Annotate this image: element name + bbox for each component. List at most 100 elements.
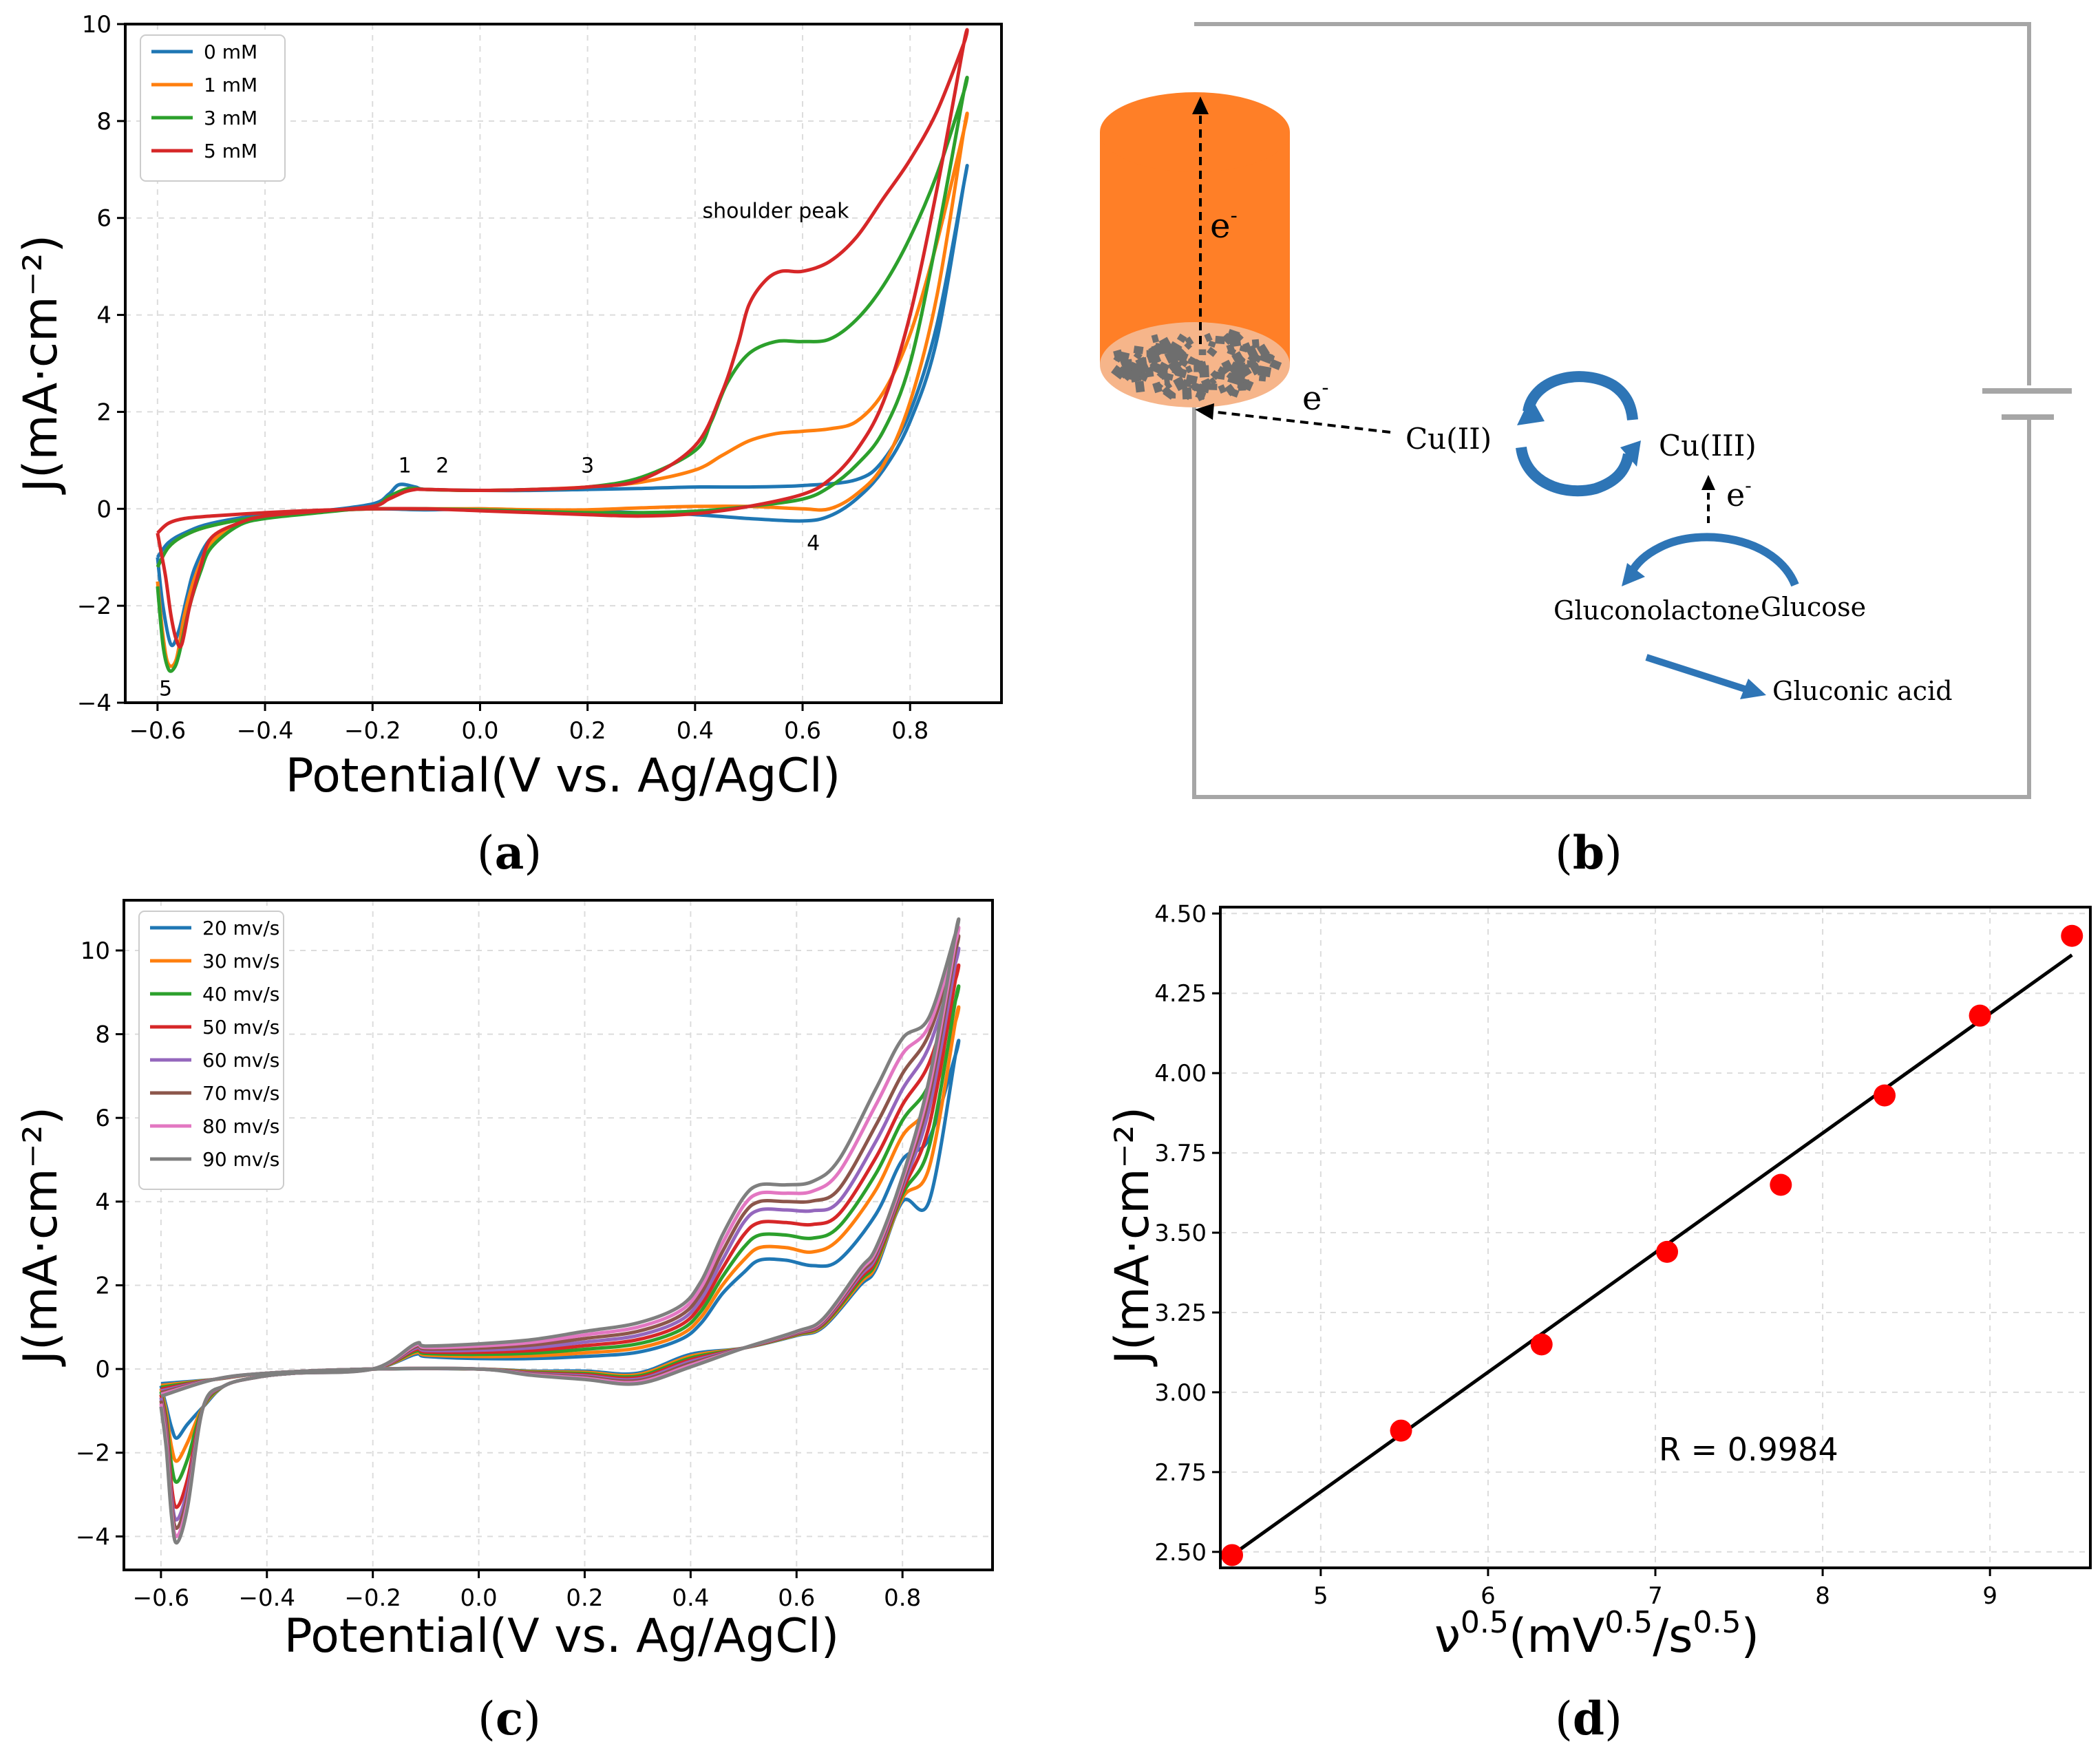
catalyst-particle	[1127, 370, 1140, 381]
series-line	[156, 28, 969, 649]
battery-gap	[2026, 385, 2033, 420]
legend-label: 20 mv/s	[202, 917, 279, 939]
catalyst-particle	[1247, 360, 1256, 368]
catalyst-particle	[1164, 372, 1174, 381]
catalyst-particle	[1242, 342, 1252, 353]
x-tick-label: 0.6	[778, 1584, 815, 1612]
y-tick-label: 4.25	[1154, 980, 1207, 1008]
electrode-particles	[1111, 329, 1282, 402]
legend-box	[138, 911, 284, 1190]
x-tick-label: −0.2	[344, 1584, 401, 1612]
catalyst-particle	[1218, 384, 1227, 394]
catalyst-particle	[1134, 381, 1145, 393]
catalyst-particle	[1209, 376, 1217, 385]
catalyst-particle	[1224, 332, 1238, 347]
legend-label: 60 mv/s	[202, 1049, 279, 1072]
catalyst-particle	[1176, 333, 1187, 343]
catalyst-particle	[1137, 363, 1147, 373]
y-tick-label: −2	[76, 1440, 110, 1467]
catalyst-particle	[1189, 383, 1199, 392]
catalyst-particle	[1185, 365, 1193, 374]
x-tick-label: 7	[1648, 1582, 1663, 1610]
annotation: 1	[399, 454, 412, 478]
cu3-label: Cu(III)	[1659, 429, 1757, 463]
chart-a-x-label: Potential(V vs. Ag/AgCl)	[286, 749, 841, 803]
catalyst-particle	[1238, 380, 1247, 391]
electron-arrow-vertical-head	[1192, 96, 1209, 114]
x-tick-label: 6	[1481, 1582, 1496, 1610]
catalyst-particle	[1113, 354, 1122, 363]
y-tick-label: 10	[82, 11, 112, 39]
legend-label: 3 mM	[204, 107, 257, 129]
cycle-arrow-top-head	[1517, 396, 1545, 425]
fit-line	[1231, 953, 2073, 1557]
catalyst-particle	[1210, 370, 1220, 381]
data-point	[1969, 1004, 1991, 1027]
catalyst-particle	[1164, 381, 1173, 390]
catalyst-particle	[1204, 332, 1213, 342]
chart-a-curves	[156, 28, 969, 673]
chart-c-frame	[123, 899, 994, 1571]
catalyst-particle	[1269, 359, 1282, 370]
chart-d-x-ticks: 5 6 7 8 9	[1313, 1568, 1997, 1610]
data-point	[2061, 924, 2083, 947]
x-tick-label: 0.0	[461, 717, 498, 745]
catalyst-particle	[1207, 346, 1218, 357]
panel-label-d: (d)	[1555, 1692, 1622, 1745]
y-tick-label: 3.25	[1154, 1299, 1207, 1327]
legend-label: 30 mv/s	[202, 950, 279, 973]
catalyst-particle	[1149, 350, 1162, 365]
chart-a-legend: 0 mM 1 mM 3 mM 5 mM	[140, 34, 286, 182]
catalyst-particle	[1193, 359, 1204, 369]
catalyst-particle	[1231, 361, 1240, 370]
x-tick-label: 9	[1982, 1582, 1997, 1610]
catalyst-particle	[1168, 341, 1182, 355]
x-tick-label: 0.2	[569, 717, 606, 745]
legend-label: 80 mv/s	[202, 1115, 279, 1138]
x-tick-label: 0.8	[884, 1584, 921, 1612]
panel-label-c: (c)	[478, 1692, 541, 1745]
x-tick-label: 5	[1313, 1582, 1328, 1610]
y-tick-label: 0	[96, 496, 112, 523]
y-tick-label: 3.75	[1154, 1140, 1207, 1167]
x-tick-label: 0.6	[784, 717, 821, 745]
chart-d-y-ticks: 2.50 2.75 3.00 3.25 3.50 3.75 4.00 4.25 4.50	[1154, 900, 1220, 1566]
electron-arrow-small-head	[1701, 475, 1715, 490]
y-tick-label: 6	[96, 205, 112, 233]
y-tick-label: 4.00	[1154, 1060, 1207, 1087]
hydrolysis-arrow	[1645, 654, 1748, 693]
chart-c-x-ticks: −0.6 −0.4 −0.2 0.0 0.2 0.4 0.6 0.8	[133, 1570, 921, 1612]
chart-d: 5 6 7 8 9 2.50 2.75 3.00 3.25 3.50 3.75 4.00 4.25 4.…	[1105, 900, 2092, 1745]
y-tick-label: −4	[77, 690, 112, 717]
chart-c-legend: 20 mv/s 30 mv/s 40 mv/s 50 mv/s 60 mv/s 70 mv…	[138, 911, 284, 1190]
series-line	[156, 111, 969, 668]
electron-label-small: e-	[1726, 474, 1752, 513]
electrode-top	[1100, 92, 1290, 172]
catalyst-particle	[1158, 361, 1170, 373]
x-tick-label: 0.8	[891, 717, 929, 745]
annotation: 5	[159, 677, 172, 701]
y-tick-label: 4.50	[1154, 900, 1207, 928]
legend-label: 70 mv/s	[202, 1082, 279, 1105]
catalyst-particle	[1251, 352, 1262, 363]
catalyst-particle	[1226, 372, 1235, 381]
y-tick-label: 8	[96, 108, 112, 136]
schematic-b: e- e- Cu(II) Cu(III) e- Gluconolactone G…	[1100, 22, 2072, 880]
glucose-oxidation-arrow	[1627, 533, 1799, 587]
chart-c-curves	[159, 917, 961, 1544]
y-tick-label: 4	[95, 1189, 110, 1216]
catalyst-particle	[1154, 343, 1167, 354]
correlation-annotation: R = 0.9984	[1659, 1431, 1838, 1468]
y-tick-label: −2	[77, 593, 112, 620]
x-tick-label: −0.4	[238, 1584, 295, 1612]
annotation: 4	[807, 531, 820, 555]
chart-a-annotations: shoulder peak 1 2 3 4 5	[159, 200, 849, 701]
chart-a-frame	[124, 23, 1003, 704]
series-line	[159, 917, 961, 1544]
glucose-label: Glucose	[1761, 592, 1866, 622]
catalyst-particle	[1119, 357, 1131, 370]
x-tick-label: 0.4	[677, 717, 714, 745]
y-tick-label: 10	[81, 937, 110, 965]
data-point	[1221, 1544, 1244, 1566]
catalyst-particle	[1232, 372, 1245, 383]
